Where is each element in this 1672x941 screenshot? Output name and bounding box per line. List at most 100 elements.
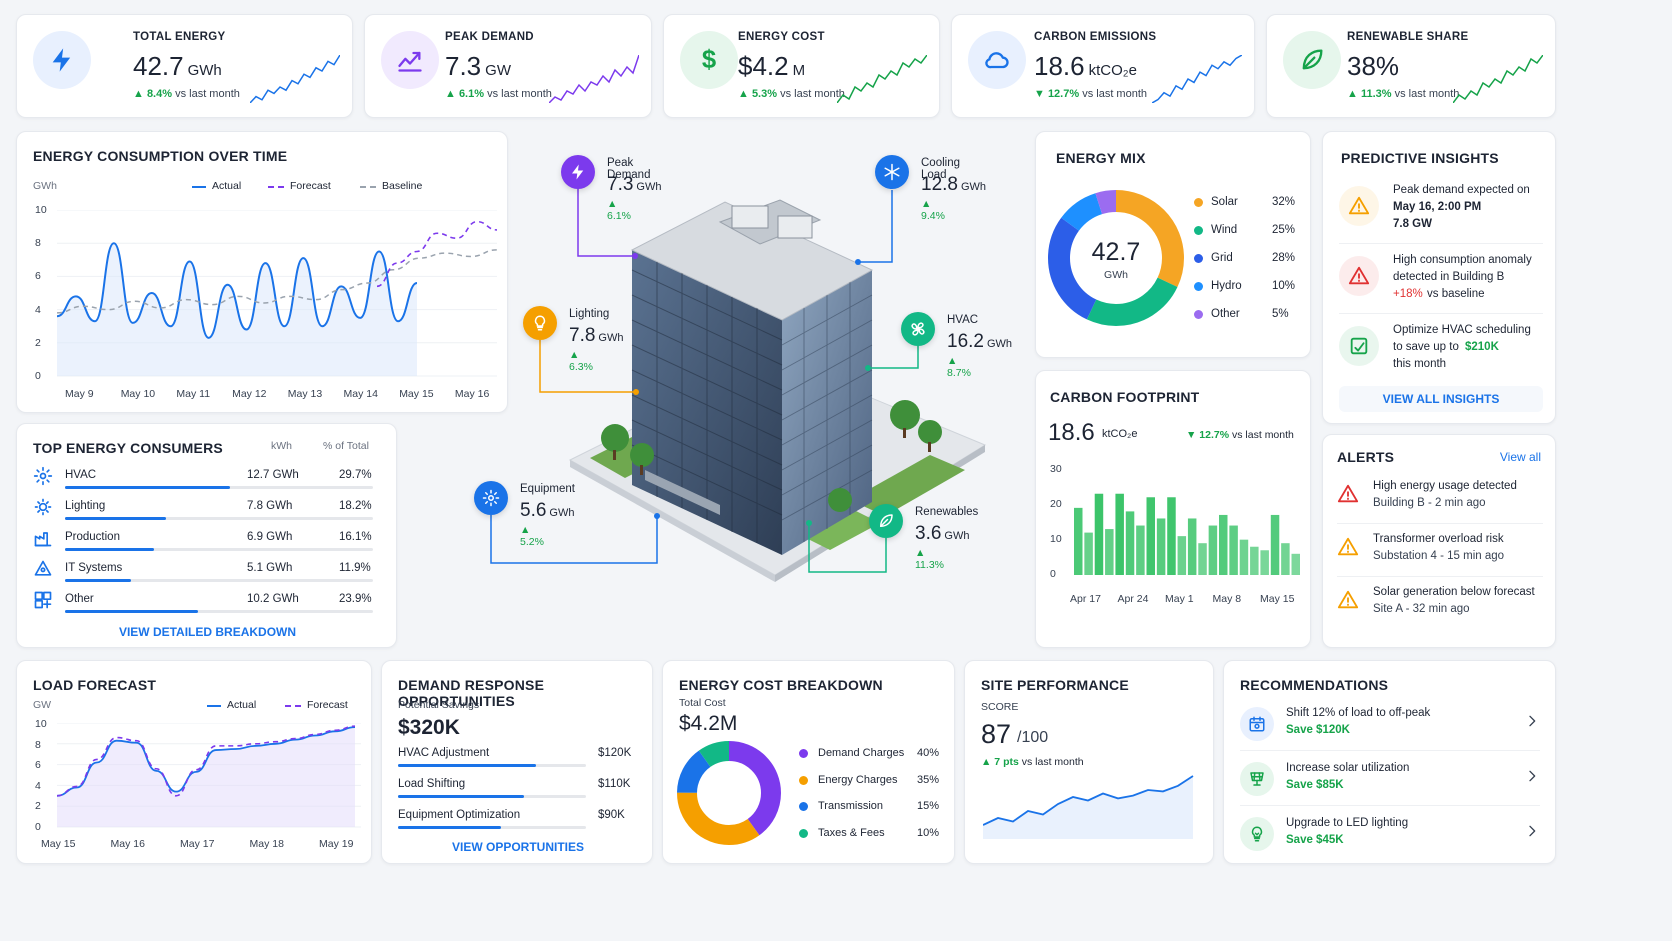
view-opportunities-link[interactable]: VIEW OPPORTUNITIES	[451, 840, 584, 854]
mix-label: Solar	[1211, 196, 1238, 208]
chevron-right-icon[interactable]	[1524, 823, 1540, 839]
kpi-delta: ▲ 6.1% vs last month	[445, 88, 552, 100]
donut-slice	[677, 741, 781, 845]
kpi-number: 7.3	[445, 51, 482, 81]
load-legend-actual: Actual	[227, 699, 257, 711]
baseline-line	[57, 249, 497, 314]
carbon-bar	[1208, 525, 1218, 575]
carbon-bar	[1105, 529, 1114, 575]
kpi-delta: ▲ 5.3% vs last month	[738, 88, 845, 100]
demand-bar-fill	[398, 795, 525, 798]
chevron-right-icon[interactable]	[1524, 713, 1540, 729]
carbon-bar	[1177, 536, 1187, 575]
alert-sub: Substation 4 - 15 min ago	[1373, 550, 1505, 562]
site-performance-card: SITE PERFORMANCE SCORE 87 /100 ▲ 7 pts v…	[964, 660, 1214, 864]
callout-delta: ▲ 5.2%	[520, 524, 544, 548]
alert-title[interactable]: Solar generation below forecast	[1373, 586, 1535, 598]
energy-consumption-card: ENERGY CONSUMPTION OVER TIME GWh Actual …	[16, 131, 508, 413]
x-tick-label: May 8	[1212, 593, 1242, 605]
chevron-right-icon[interactable]	[1524, 768, 1540, 784]
view-detailed-breakdown-link[interactable]: VIEW DETAILED BREAKDOWN	[118, 625, 297, 639]
consumer-name: Lighting	[65, 500, 106, 512]
alert-icon[interactable]	[1337, 483, 1359, 505]
kpi-delta-pct: ▲ 8.4%	[133, 88, 173, 100]
alert-title[interactable]: High energy usage detected	[1373, 480, 1517, 492]
x-tick-label: May 1	[1165, 593, 1194, 605]
lightning-icon	[561, 155, 595, 189]
warning-icon[interactable]	[1337, 589, 1359, 611]
carbon-bar	[1156, 518, 1166, 575]
consumer-pct: 29.7%	[339, 469, 372, 481]
recommendation-row[interactable]: Shift 12% of load to off-peak Save $120K	[1224, 703, 1555, 753]
carbon-bar	[1250, 546, 1259, 575]
recommendation-savings: Save $120K	[1286, 724, 1350, 736]
y-tick-label: 0	[35, 820, 41, 833]
callout-unit: GWh	[986, 338, 1013, 350]
x-tick-label: May 19	[319, 838, 354, 850]
alert-title[interactable]: Transformer overload risk	[1373, 533, 1504, 545]
callout-value: 16.2 GWh	[947, 331, 1012, 353]
consumer-pct: 18.2%	[339, 500, 372, 512]
led-bulb-icon	[1240, 817, 1274, 851]
cost-pct: 15%	[917, 800, 940, 812]
kpi-value: 42.7 GWh	[133, 51, 222, 82]
legend-swatch	[1194, 254, 1203, 263]
callout-label: HVAC	[947, 314, 979, 326]
kpi-card-renewable-share: RENEWABLE SHARE 38% ▲ 11.3% vs last month	[1266, 14, 1556, 118]
carbon-bar	[1239, 539, 1249, 575]
callout-value: 5.6 GWh	[520, 500, 574, 522]
callout-delta: ▲ 8.7%	[947, 355, 971, 379]
cloud-icon	[968, 31, 1026, 89]
energy-mix-donut	[1048, 190, 1184, 326]
demand-bar-fill	[398, 826, 502, 829]
callout-unit: GWh	[549, 507, 575, 519]
legend-swatch	[799, 775, 808, 785]
consumer-bar	[65, 548, 373, 551]
warning-icon[interactable]	[1337, 536, 1359, 558]
consumer-name: HVAC	[65, 469, 97, 481]
consumer-name: Other	[65, 593, 94, 605]
legend-swatch	[799, 749, 808, 758]
y-tick-label: 20	[1050, 498, 1062, 510]
kpi-unit: ktCO₂e	[1088, 62, 1137, 79]
x-tick-label: May 12	[232, 388, 267, 400]
insight-line3: this month	[1393, 358, 1447, 370]
legend-swatch	[1194, 226, 1203, 235]
kpi-unit: M	[792, 62, 806, 79]
recommendation-title: Increase solar utilization	[1286, 762, 1410, 774]
cost-title: ENERGY COST BREAKDOWN	[679, 677, 883, 693]
callout-value: 7.8 GWh	[569, 325, 623, 347]
cost-pct: 35%	[917, 773, 940, 786]
energy-consumption-title: ENERGY CONSUMPTION OVER TIME	[33, 148, 288, 164]
energy-mix-center-value: 42.7	[1091, 238, 1141, 266]
demand-bar	[398, 826, 586, 829]
callout-unit: GWh	[960, 181, 987, 193]
demand-title: DEMAND RESPONSE OPPORTUNITIES	[398, 677, 545, 709]
fan-icon	[901, 312, 935, 346]
recommendation-row[interactable]: Increase solar utilization Save $85K	[1224, 758, 1555, 808]
demand-label: Equipment Optimization	[398, 809, 521, 821]
recommendation-row[interactable]: Upgrade to LED lighting Save $45K	[1224, 813, 1555, 863]
consumption-unit: GWh	[33, 180, 57, 192]
divider	[1240, 805, 1540, 806]
divider	[1339, 243, 1543, 244]
alert-icon	[1339, 256, 1379, 296]
recommendation-title: Upgrade to LED lighting	[1286, 817, 1409, 829]
kpi-delta: ▲ 8.4% vs last month	[133, 88, 240, 100]
legend-swatch	[799, 802, 808, 811]
x-tick-label: May 15	[1260, 593, 1295, 605]
callout-number: 7.8	[569, 325, 596, 346]
callout-label: Equipment	[520, 483, 575, 495]
callout-delta: ▲ 11.3%	[915, 547, 944, 571]
load-legend-forecast: Forecast	[307, 699, 348, 711]
kpi-title: TOTAL ENERGY	[133, 31, 226, 43]
kpi-sparkline	[1152, 55, 1242, 103]
carbon-bar	[1084, 532, 1093, 575]
recs-title: RECOMMENDATIONS	[1240, 677, 1389, 693]
view-all-insights-button[interactable]: VIEW ALL INSIGHTS	[1339, 386, 1543, 412]
cost-pct: 40%	[917, 747, 940, 759]
alerts-view-all-link[interactable]: View all	[1499, 450, 1541, 464]
cost-donut	[677, 741, 781, 845]
kpi-delta-text: vs last month	[1394, 88, 1460, 100]
legend-actual: Actual	[212, 180, 242, 192]
